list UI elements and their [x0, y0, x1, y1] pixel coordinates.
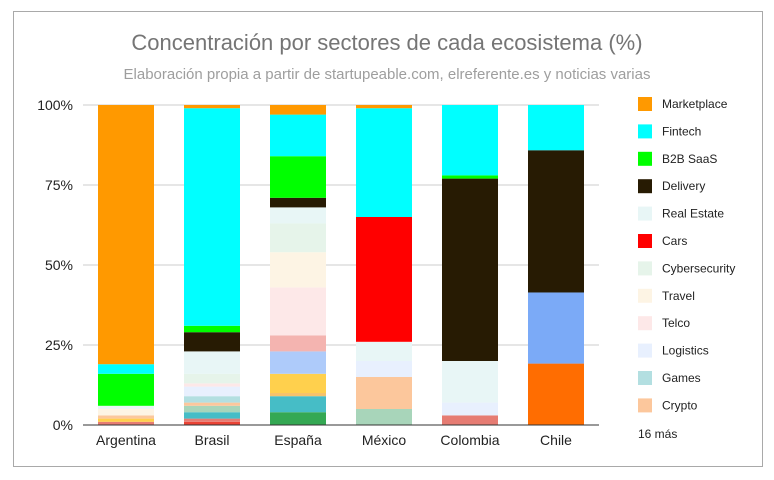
bar-segment[interactable] — [270, 335, 326, 352]
legend-swatch — [638, 288, 652, 303]
legend-swatch — [638, 343, 652, 358]
y-tick-label: 75% — [45, 177, 73, 193]
bar-segment[interactable] — [356, 341, 412, 361]
legend-swatch — [638, 151, 652, 166]
bar-segment[interactable] — [98, 373, 154, 406]
x-category-label: España — [274, 432, 322, 448]
x-category-label: México — [362, 432, 407, 448]
bar-segment[interactable] — [184, 386, 240, 397]
legend-label: Telco — [662, 316, 690, 330]
bar-segment[interactable] — [98, 418, 154, 422]
x-category-label: Colombia — [440, 432, 499, 448]
legend-swatch — [638, 206, 652, 221]
bar-segment[interactable] — [184, 418, 240, 422]
x-category-label: Chile — [540, 432, 572, 448]
bar-segment[interactable] — [270, 114, 326, 157]
x-axis-categories: Argentina Brasil España México Colombia Chile — [96, 432, 572, 448]
bar-segment[interactable] — [528, 150, 584, 293]
bar-segment[interactable] — [442, 178, 498, 361]
bar-segment[interactable] — [184, 325, 240, 333]
legend-swatch — [638, 179, 652, 194]
bar-segment[interactable] — [184, 108, 240, 326]
legend-swatch — [638, 234, 652, 248]
legend-swatch — [638, 124, 652, 139]
bar-segment[interactable] — [356, 217, 412, 342]
bar-segment[interactable] — [270, 373, 326, 393]
bar-segment[interactable] — [184, 105, 240, 109]
y-tick-label: 25% — [45, 337, 73, 353]
bar-segment[interactable] — [184, 373, 240, 384]
bar-segment[interactable] — [442, 105, 498, 176]
y-axis-ticks: 0% 25% 50% 75% 100% — [37, 97, 73, 433]
legend-label: Logistics — [662, 344, 709, 358]
legend-label: Marketplace — [662, 97, 728, 111]
bar-segment[interactable] — [270, 396, 326, 413]
legend-label: Travel — [662, 289, 695, 303]
legend-swatch — [638, 398, 652, 413]
x-category-label: Argentina — [96, 432, 156, 448]
bar-segment[interactable] — [98, 409, 154, 416]
bar-segment[interactable] — [356, 377, 412, 409]
bar-segment[interactable] — [98, 415, 154, 419]
bar-segment[interactable] — [442, 402, 498, 416]
bar-segment[interactable] — [184, 412, 240, 419]
legend-label: Fintech — [662, 124, 701, 138]
bar-segment[interactable] — [356, 361, 412, 377]
legend: Marketplace Fintech B2B SaaS Delivery Real E… — [638, 97, 735, 413]
bar-segment[interactable] — [356, 105, 412, 109]
legend-swatch — [638, 97, 652, 111]
bar-segment[interactable] — [184, 351, 240, 374]
bar-segment[interactable] — [98, 105, 154, 365]
y-tick-label: 50% — [45, 257, 73, 273]
legend-label: B2B SaaS — [662, 152, 717, 166]
bar-segment[interactable] — [270, 393, 326, 397]
bar-segment[interactable] — [270, 207, 326, 224]
bar-segment[interactable] — [356, 108, 412, 217]
chart-subtitle: Elaboración propia a partir de startupea… — [124, 66, 651, 83]
x-category-label: Brasil — [194, 432, 229, 448]
legend-swatch — [638, 261, 652, 276]
bar-segment[interactable] — [270, 252, 326, 288]
bar-segment[interactable] — [184, 383, 240, 387]
legend-label: Crypto — [662, 398, 698, 412]
y-tick-label: 100% — [37, 97, 73, 113]
bar-segment[interactable] — [184, 402, 240, 406]
bar-segment[interactable] — [528, 292, 584, 364]
bar-segment[interactable] — [270, 287, 326, 336]
bar-segment[interactable] — [184, 405, 240, 413]
bar-segment[interactable] — [98, 421, 154, 425]
legend-more-label[interactable]: 16 más — [638, 427, 677, 441]
y-tick-label: 0% — [53, 417, 73, 433]
gridlines — [83, 104, 599, 346]
chart-title: Concentración por sectores de cada ecosi… — [131, 30, 642, 55]
bar-segment[interactable] — [270, 197, 326, 208]
bar-segment[interactable] — [270, 412, 326, 425]
bar-segment[interactable] — [98, 364, 154, 374]
bar-segment[interactable] — [442, 361, 498, 403]
bar-segment[interactable] — [184, 421, 240, 425]
bar-segment[interactable] — [184, 332, 240, 352]
bars — [98, 105, 584, 425]
bar-segment[interactable] — [356, 409, 412, 425]
bar-segment[interactable] — [442, 175, 498, 179]
bar-segment[interactable] — [184, 396, 240, 403]
legend-label: Cars — [662, 234, 687, 248]
bar-segment[interactable] — [270, 105, 326, 115]
bar-segment[interactable] — [442, 415, 498, 425]
bar-segment[interactable] — [98, 405, 154, 409]
legend-label: Real Estate — [662, 207, 724, 221]
legend-swatch — [638, 316, 652, 331]
bar-segment[interactable] — [528, 363, 584, 425]
legend-label: Games — [662, 371, 701, 385]
bar-segment[interactable] — [528, 105, 584, 151]
legend-swatch — [638, 371, 652, 385]
bar-segment[interactable] — [270, 156, 326, 198]
legend-label: Cybersecurity — [662, 261, 735, 275]
legend-label: Delivery — [662, 179, 705, 193]
bar-segment[interactable] — [270, 223, 326, 253]
bar-segment[interactable] — [270, 351, 326, 374]
